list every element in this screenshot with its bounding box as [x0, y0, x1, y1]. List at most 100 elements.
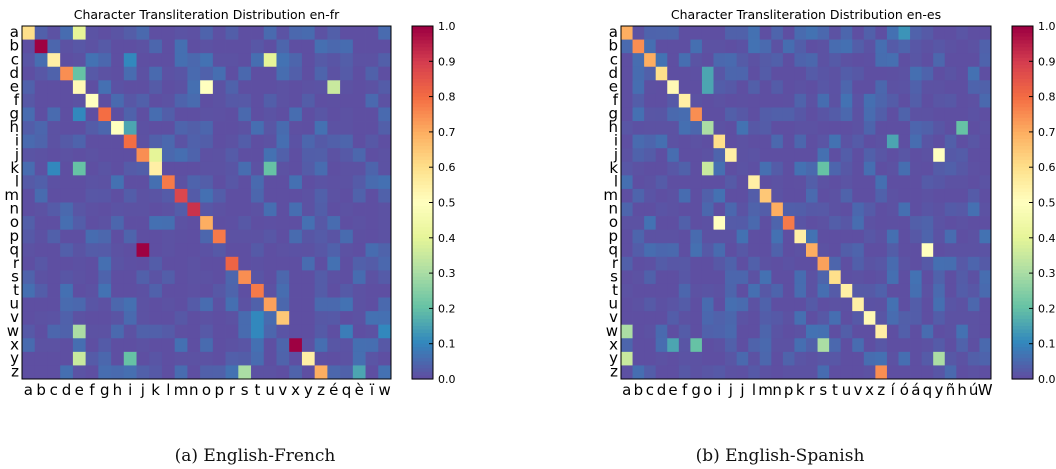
- heatmap-cell: [60, 229, 74, 244]
- heatmap-cell: [875, 324, 888, 339]
- heatmap-cell: [149, 243, 163, 258]
- heatmap-cell: [251, 161, 265, 176]
- x-tick-label: x: [865, 381, 874, 399]
- heatmap-cell: [22, 365, 36, 380]
- heatmap-cell: [263, 351, 277, 366]
- heatmap-cell: [898, 365, 911, 380]
- heatmap-cell: [161, 148, 176, 163]
- colorbar-segment: [412, 57, 433, 62]
- heatmap-cell: [852, 121, 865, 136]
- heatmap-cell: [174, 351, 188, 366]
- heatmap-cell: [863, 148, 876, 163]
- heatmap-cell: [771, 365, 784, 380]
- heatmap-cell: [701, 26, 714, 40]
- heatmap-cell: [829, 365, 842, 380]
- heatmap-cell: [644, 66, 657, 81]
- heatmap-cell: [644, 188, 657, 203]
- heatmap-cell: [852, 283, 865, 298]
- heatmap-cell: [910, 297, 923, 312]
- heatmap-cell: [956, 93, 969, 108]
- heatmap-cell: [187, 39, 201, 54]
- heatmap-cell: [621, 93, 633, 108]
- heatmap-cell: [22, 216, 36, 231]
- colorbar-segment: [412, 357, 433, 362]
- heatmap-cell: [794, 175, 807, 190]
- colorbar-segment: [412, 322, 433, 327]
- heatmap-cell: [149, 256, 163, 271]
- heatmap-cell: [725, 297, 738, 312]
- heatmap-cell: [621, 39, 633, 54]
- heatmap-cell: [352, 121, 366, 136]
- heatmap-cell: [200, 216, 214, 231]
- colorbar-segment: [1012, 40, 1033, 45]
- heatmap-cell: [898, 351, 911, 366]
- heatmap-cell: [123, 107, 137, 122]
- heatmap-cell: [289, 324, 303, 339]
- heatmap-cell: [72, 297, 87, 312]
- heatmap-cell: [22, 202, 36, 217]
- heatmap-cell: [378, 270, 392, 285]
- heatmap-cell: [875, 66, 888, 81]
- heatmap-cell: [736, 121, 749, 136]
- heatmap-cell: [644, 311, 657, 326]
- heatmap-cell: [690, 148, 703, 163]
- heatmap-cell: [701, 148, 714, 163]
- y-tick-label: x: [10, 335, 19, 353]
- y-tick-label: m: [603, 186, 618, 204]
- colorbar-segment: [412, 318, 433, 324]
- heatmap-cell: [174, 311, 188, 326]
- colorbar-segment: [1012, 26, 1033, 31]
- heatmap-cell: [748, 311, 761, 326]
- heatmap-cell: [365, 148, 379, 163]
- heatmap-cell: [829, 121, 842, 136]
- heatmap-cell: [944, 324, 957, 339]
- heatmap-cell: [365, 121, 379, 136]
- heatmap-cell: [782, 202, 795, 217]
- heatmap-cell: [352, 270, 366, 285]
- heatmap-cell: [340, 134, 354, 149]
- heatmap-cell: [22, 66, 36, 81]
- x-tick-label: h: [113, 381, 123, 399]
- heatmap-cell: [161, 256, 176, 271]
- heatmap-cell: [667, 365, 680, 380]
- heatmap-cell: [794, 365, 807, 380]
- heatmap-cell: [123, 161, 137, 176]
- heatmap-cell: [852, 351, 865, 366]
- heatmap-cell: [898, 93, 911, 108]
- heatmap-cell: [817, 39, 830, 54]
- heatmap-cell: [956, 26, 969, 40]
- heatmap-cell: [782, 338, 795, 353]
- heatmap-cell: [161, 365, 176, 380]
- heatmap-cell: [149, 202, 163, 217]
- heatmap-cell: [713, 243, 726, 258]
- heatmap-cell: [98, 93, 112, 108]
- heatmap-cell: [22, 188, 36, 203]
- heatmap-cell: [632, 188, 645, 203]
- heatmap-cell: [701, 256, 714, 271]
- heatmap-cell: [327, 324, 341, 339]
- heatmap-cell: [678, 53, 691, 68]
- heatmap-cell: [678, 175, 691, 190]
- heatmap-cell: [85, 202, 99, 217]
- heatmap-cell: [817, 311, 830, 326]
- heatmap-cell: [340, 216, 354, 231]
- heatmap-cell: [314, 148, 328, 163]
- colorbar-segment: [412, 244, 433, 249]
- heatmap-cell: [944, 53, 957, 68]
- heatmap-cell: [238, 324, 252, 339]
- heatmap-cell: [886, 338, 899, 353]
- x-tick-label: c: [646, 381, 654, 399]
- colorbar-segment: [412, 223, 433, 228]
- y-tick-label: o: [609, 213, 618, 231]
- heatmap-cell: [898, 202, 911, 217]
- heatmap-cell: [678, 202, 691, 217]
- colorbar-segment: [412, 206, 433, 211]
- heatmap-cell: [98, 161, 112, 176]
- heatmap-cell: [794, 134, 807, 149]
- heatmap-cell: [875, 148, 888, 163]
- heatmap-cell: [621, 216, 633, 231]
- heatmap-cell: [701, 243, 714, 258]
- heatmap-cell: [933, 229, 946, 244]
- colorbar-tick-label: 0.4: [1038, 232, 1056, 245]
- heatmap-cell: [748, 107, 761, 122]
